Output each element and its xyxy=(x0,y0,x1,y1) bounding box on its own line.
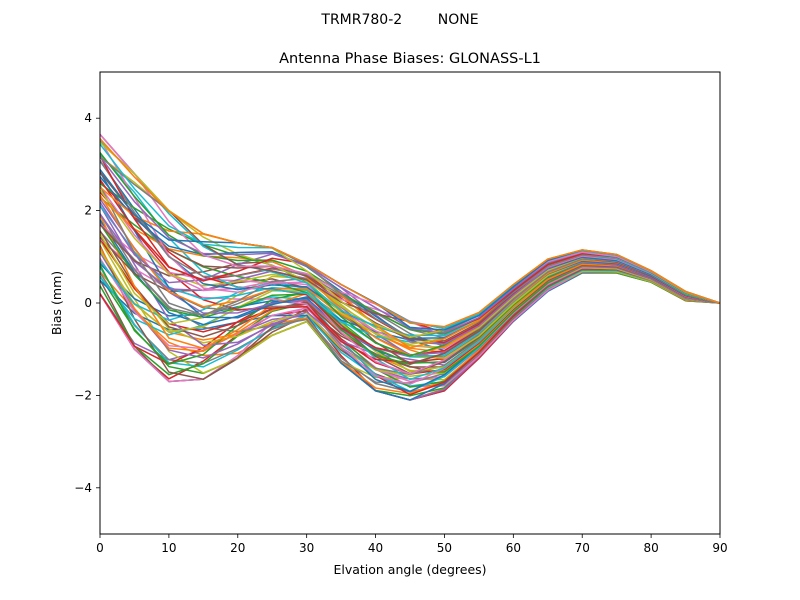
series-line xyxy=(100,156,720,338)
x-tick-label: 40 xyxy=(368,541,383,555)
y-tick-label: 0 xyxy=(84,296,92,310)
y-axis-label: Bias (mm) xyxy=(49,271,64,335)
series-line xyxy=(100,133,720,330)
y-tick-label: −4 xyxy=(74,481,92,495)
series-line xyxy=(100,140,720,337)
series-line xyxy=(100,138,720,328)
x-tick-label: 20 xyxy=(230,541,245,555)
series-group xyxy=(100,133,720,401)
x-tick-label: 0 xyxy=(96,541,104,555)
y-tick-label: −2 xyxy=(74,388,92,402)
series-line xyxy=(100,230,720,368)
plot-area xyxy=(99,71,721,535)
x-axis-label: Elvation angle (degrees) xyxy=(333,562,486,577)
x-tick-label: 10 xyxy=(161,541,176,555)
series-line xyxy=(100,236,720,378)
x-axis: 0 10 20 30 40 50 60 70 80 90 xyxy=(96,534,728,555)
chart-title: Antenna Phase Biases: GLONASS-L1 xyxy=(279,51,541,67)
x-tick-label: 70 xyxy=(575,541,590,555)
series-line xyxy=(100,133,720,329)
x-tick-label: 30 xyxy=(299,541,314,555)
x-tick-label: 90 xyxy=(712,541,727,555)
figure-suptitle: TRMR780-2 NONE xyxy=(320,12,478,28)
y-tick-label: 4 xyxy=(84,111,92,125)
y-axis: −4 −2 0 2 4 xyxy=(74,111,100,495)
x-tick-label: 50 xyxy=(437,541,452,555)
x-tick-label: 60 xyxy=(506,541,521,555)
y-tick-label: 2 xyxy=(84,204,92,218)
series-line xyxy=(100,266,720,387)
x-tick-label: 80 xyxy=(643,541,658,555)
series-line xyxy=(100,205,720,366)
